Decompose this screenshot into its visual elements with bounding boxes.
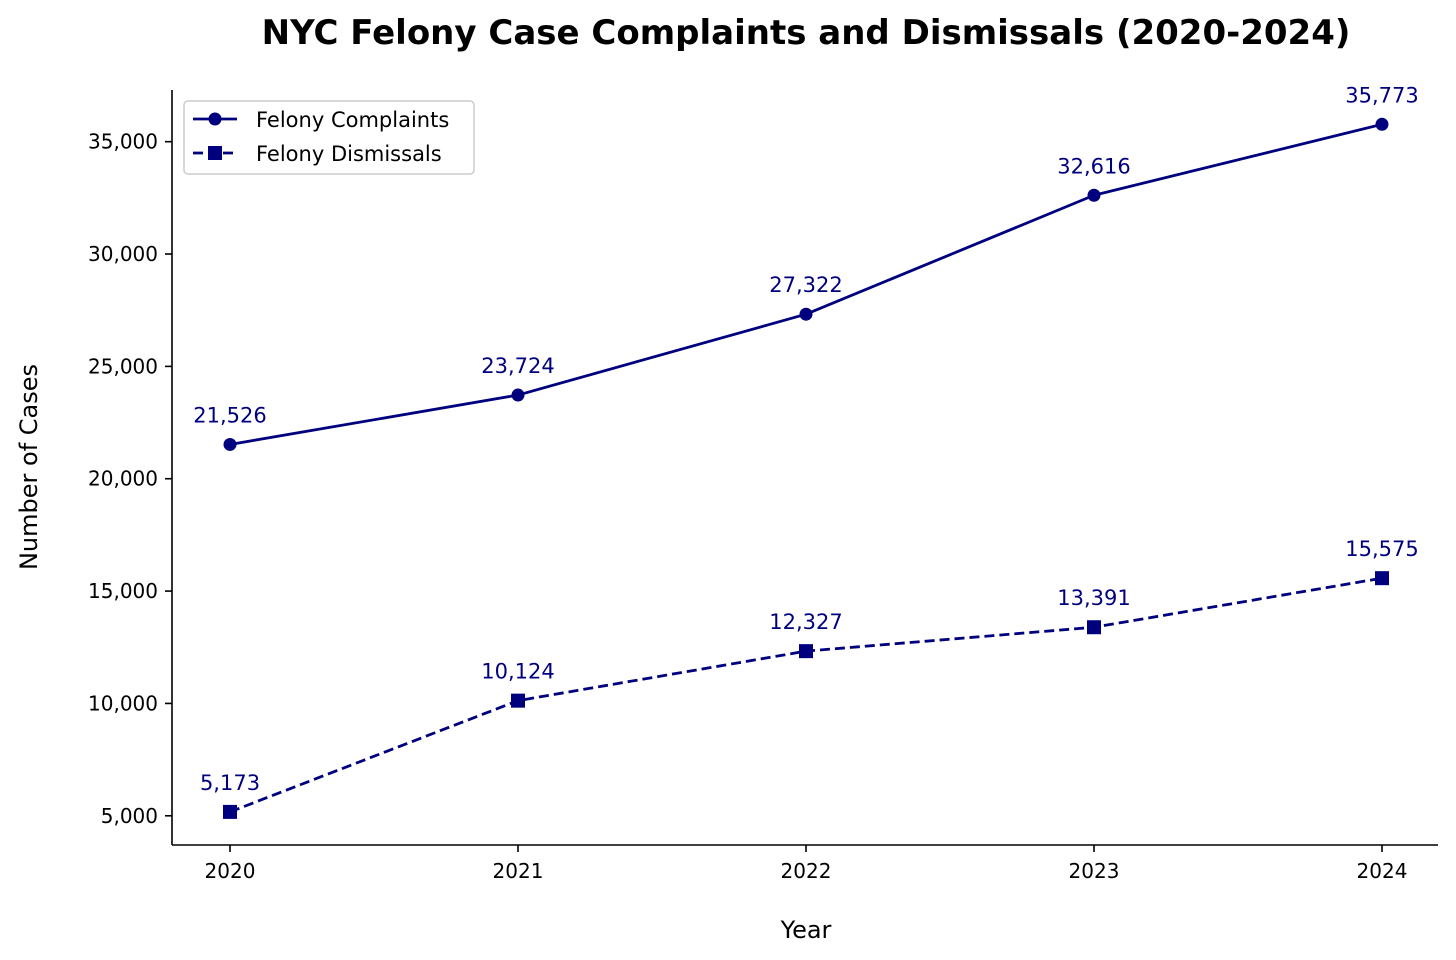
x-tick-label: 2021	[493, 859, 544, 883]
data-point-marker	[223, 804, 237, 819]
y-tick-label: 20,000	[88, 467, 158, 491]
y-axis-label: Number of Cases	[15, 364, 43, 570]
legend-entry: Felony Dismissals	[193, 142, 442, 166]
data-point-marker	[799, 307, 813, 321]
axes: 5,000 10,000 15,000 20,000 25,000 30,000 35,00…	[88, 90, 1438, 883]
series-felony-complaints: 21,526 23,724 27,322 32,616 35,773	[193, 83, 1419, 451]
legend-box	[183, 100, 475, 175]
data-point-marker	[511, 693, 525, 708]
legend-label: Felony Complaints	[256, 108, 449, 132]
chart-title: NYC Felony Case Complaints and Dismissal…	[262, 13, 1351, 53]
data-label: 5,173	[200, 771, 260, 795]
data-label: 10,124	[481, 660, 554, 684]
data-point-marker	[511, 388, 525, 402]
data-label: 32,616	[1057, 154, 1130, 178]
data-point-marker	[799, 644, 813, 659]
data-point-marker	[223, 437, 237, 451]
data-point-marker	[1087, 620, 1101, 635]
x-tick-label: 2024	[1357, 859, 1408, 883]
legend: Felony Complaints Felony Dismissals	[183, 100, 475, 175]
x-tick-label: 2023	[1069, 859, 1120, 883]
data-label: 23,724	[481, 354, 554, 378]
x-tick-label: 2020	[205, 859, 256, 883]
x-tick-label: 2022	[781, 859, 832, 883]
x-axis-label: Year	[780, 916, 832, 944]
data-label: 15,575	[1345, 537, 1418, 561]
legend-marker	[208, 146, 222, 160]
series-felony-dismissals: 5,173 10,124 12,327 13,391 15,575	[200, 537, 1419, 819]
legend-label: Felony Dismissals	[256, 142, 442, 166]
data-label: 27,322	[769, 273, 842, 297]
data-label: 13,391	[1057, 586, 1130, 610]
y-tick-label: 30,000	[88, 242, 158, 266]
y-tick-label: 35,000	[88, 130, 158, 154]
data-label: 35,773	[1345, 83, 1418, 107]
data-label: 21,526	[193, 403, 266, 427]
data-point-marker	[1087, 188, 1101, 202]
data-point-marker	[1375, 571, 1389, 586]
y-tick-label: 25,000	[88, 354, 158, 378]
series-layer: 21,526 23,724 27,322 32,616 35,773 5,173 10,12…	[193, 83, 1419, 819]
y-tick-label: 10,000	[88, 691, 158, 715]
y-tick-label: 15,000	[88, 579, 158, 603]
legend-marker	[208, 112, 222, 126]
data-point-marker	[1375, 117, 1389, 131]
data-label: 12,327	[769, 610, 842, 634]
y-tick-label: 5,000	[101, 804, 158, 828]
legend-entry: Felony Complaints	[193, 108, 449, 132]
